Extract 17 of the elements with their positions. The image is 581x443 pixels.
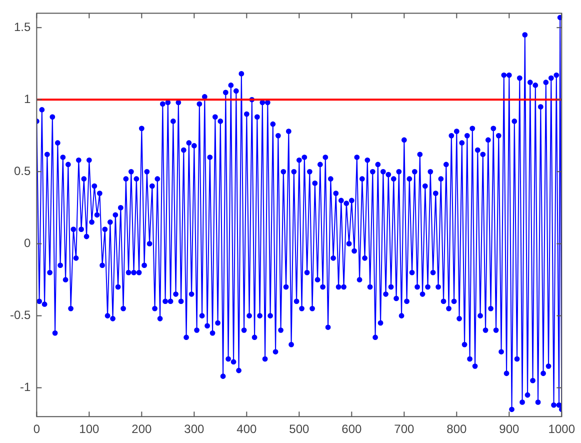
x-tick-label: 300 [184, 422, 204, 436]
y-tick-label: 1.5 [14, 20, 31, 34]
y-tick-label: 0.5 [14, 164, 31, 178]
x-tick-label: 500 [289, 422, 310, 436]
x-tick-label: 100 [79, 422, 100, 436]
x-tick-label: 900 [499, 422, 520, 436]
x-tick-label: 200 [132, 422, 152, 436]
y-tick-label: 0 [24, 236, 31, 250]
x-tick-label: 800 [446, 422, 467, 436]
x-tick-label: 1000 [548, 422, 576, 436]
y-tick-label: 1 [24, 92, 31, 106]
x-tick-label: 600 [342, 422, 362, 436]
x-tick-label: 400 [236, 422, 257, 436]
x-tick-label: 700 [394, 422, 414, 436]
y-tick-label: -1 [20, 380, 31, 394]
x-tick-label: 0 [33, 422, 40, 436]
y-tick-label: -0.5 [10, 308, 31, 322]
